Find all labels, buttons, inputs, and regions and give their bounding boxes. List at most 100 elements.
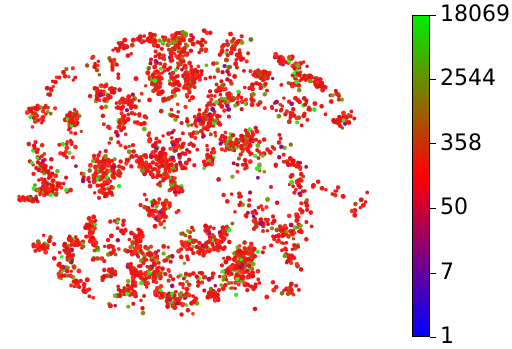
scatter-point (207, 117, 213, 123)
scatter-point (227, 142, 231, 146)
scatter-point (54, 187, 59, 192)
scatter-point (285, 258, 290, 264)
scatter-point (194, 73, 199, 77)
scatter-point (296, 160, 300, 165)
scatter-point (62, 74, 68, 79)
scatter-point (292, 225, 298, 230)
scatter-point (203, 223, 209, 229)
scatter-point (121, 114, 126, 119)
scatter-point (49, 157, 54, 162)
scatter-point (248, 69, 253, 74)
scatter-point (112, 157, 117, 161)
scatter-point (131, 149, 136, 154)
scatter-point (171, 142, 176, 148)
scatter-point (73, 75, 78, 80)
scatter-point (219, 96, 224, 101)
scatter-point (87, 93, 93, 99)
scatter-point (236, 144, 240, 148)
scatter-point (78, 114, 82, 118)
scatter-point (230, 133, 236, 138)
scatter-point (72, 123, 77, 128)
scatter-point (175, 114, 180, 119)
scatter-point (108, 58, 112, 63)
scatter-point (349, 208, 355, 214)
scatter-point (75, 239, 81, 244)
scatter-point (185, 229, 190, 233)
scatter-point (157, 165, 162, 170)
scatter-point (205, 161, 211, 167)
scatter-point (214, 82, 219, 87)
scatter-point (171, 296, 176, 300)
scatter-point (106, 180, 112, 185)
scatter-point (176, 274, 181, 279)
scatter-point (202, 274, 208, 280)
scatter-point (176, 248, 182, 254)
scatter-point (279, 291, 285, 296)
scatter-point (142, 192, 147, 197)
scatter-point (48, 111, 53, 116)
scatter-point (96, 63, 100, 68)
scatter-point (109, 184, 114, 190)
scatter-point (81, 290, 86, 294)
scatter-point (216, 86, 222, 92)
scatter-point (139, 38, 144, 43)
scatter-point (67, 150, 72, 155)
scatter-point (168, 157, 172, 162)
scatter-point (190, 72, 195, 76)
scatter-point (261, 78, 265, 83)
scatter-point (155, 43, 161, 49)
scatter-point (191, 294, 196, 298)
scatter-point (187, 282, 192, 287)
scatter-point (229, 98, 234, 103)
scatter-point (116, 75, 121, 80)
scatter-point (249, 102, 255, 108)
scatter-point (108, 303, 113, 309)
scatter-point (330, 93, 335, 98)
colorbar-tick (430, 78, 436, 80)
scatter-point (265, 70, 270, 75)
scatter-point (243, 101, 247, 106)
scatter-point (229, 81, 234, 86)
scatter-point (102, 154, 108, 159)
scatter-point (225, 268, 231, 274)
scatter-point (208, 132, 213, 137)
scatter-point (47, 173, 53, 179)
scatter-point (130, 275, 136, 280)
scatter-point (123, 228, 128, 233)
scatter-point (51, 186, 56, 192)
scatter-point (229, 272, 234, 276)
scatter-point (123, 132, 128, 137)
scatter-point (284, 248, 289, 252)
scatter-point (147, 97, 152, 103)
scatter-point (45, 246, 50, 250)
scatter-point (205, 227, 211, 233)
scatter-point (185, 279, 189, 284)
scatter-point (171, 277, 176, 282)
scatter-point (182, 276, 186, 281)
scatter-point (147, 38, 153, 44)
scatter-point (257, 162, 262, 168)
scatter-point (282, 288, 286, 293)
scatter-point (244, 251, 249, 255)
scatter-point (207, 89, 213, 94)
scatter-point (191, 299, 197, 305)
scatter-point (310, 75, 314, 79)
scatter-point (219, 147, 224, 152)
scatter-point (93, 62, 97, 66)
scatter-point (170, 130, 175, 135)
scatter-point (206, 122, 211, 126)
scatter-point (285, 160, 290, 166)
scatter-point (288, 162, 293, 167)
scatter-point (74, 235, 78, 239)
scatter-point (100, 183, 106, 188)
scatter-point (311, 182, 316, 188)
scatter-point (208, 30, 213, 35)
scatter-point (91, 239, 96, 244)
scatter-point (114, 101, 119, 105)
scatter-point (64, 67, 69, 71)
scatter-point (105, 237, 111, 243)
scatter-point (211, 61, 216, 66)
scatter-point (157, 56, 162, 60)
scatter-point (216, 297, 221, 303)
scatter-point (159, 89, 165, 95)
